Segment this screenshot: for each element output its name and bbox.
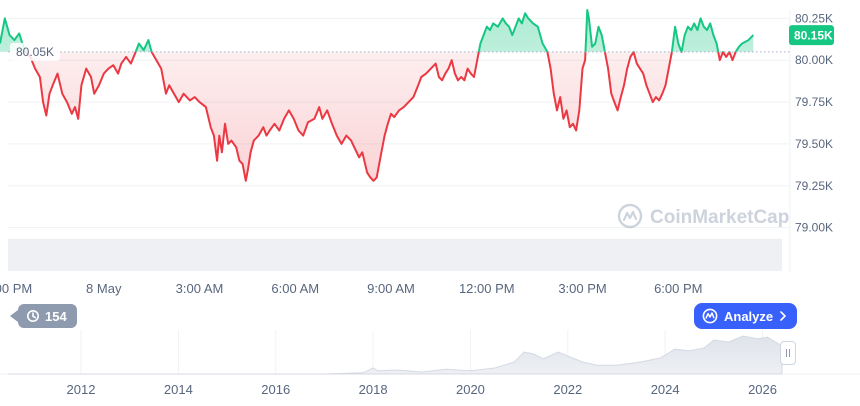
y-axis: 80.25K 80.00K 79.75K 79.50K 79.25K 79.00K — [795, 11, 833, 234]
navigator-tick-label: 2022 — [553, 382, 582, 397]
y-tick-label: 79.75K — [795, 95, 833, 109]
analyze-button[interactable]: Analyze — [694, 303, 798, 329]
navigator-area — [8, 335, 783, 375]
chevron-right-icon — [780, 311, 787, 321]
area-above-baseline — [0, 10, 754, 52]
x-tick-label: 3:00 PM — [558, 281, 606, 296]
area-below-baseline — [0, 51, 754, 181]
price-area — [0, 10, 754, 181]
x-tick-label: 6:00 PM — [654, 281, 702, 296]
coinmarketcap-logo-icon — [617, 203, 643, 229]
watermark-text: CoinMarketCap — [650, 207, 789, 228]
navigator-tick-label: 2016 — [261, 382, 290, 397]
navigator-handle[interactable] — [780, 341, 796, 365]
volume-bars — [8, 238, 782, 271]
y-tick-label: 80.00K — [795, 53, 833, 67]
navigator-tick-label: 2018 — [359, 382, 388, 397]
x-tick-label: 9:00 PM — [0, 281, 32, 296]
current-price-label: 80.15K — [794, 29, 833, 43]
x-axis: 9:00 PM 8 May 3:00 AM 6:00 AM 9:00 AM 12:00 P… — [0, 281, 702, 296]
y-tick-label: 80.25K — [795, 11, 833, 25]
volume-area — [8, 238, 782, 271]
current-price-badge — [789, 25, 834, 46]
navigator[interactable]: 2012 2014 2016 2018 2020 2022 2024 2026 — [0, 330, 860, 397]
price-line — [0, 9, 755, 182]
line-below-baseline — [24, 51, 737, 182]
y-tick-label: 79.50K — [795, 137, 833, 151]
navigator-tick-label: 2020 — [456, 382, 485, 397]
coinmarketcap-watermark: CoinMarketCap — [617, 203, 789, 229]
history-count: 154 — [45, 308, 67, 324]
x-tick-label: 9:00 AM — [367, 281, 415, 296]
x-tick-label: 8 May — [86, 281, 122, 296]
x-tick-label: 3:00 AM — [176, 281, 224, 296]
y-tick-label: 79.00K — [795, 221, 833, 235]
navigator-tick-label: 2024 — [651, 382, 680, 397]
navigator-tick-label: 2014 — [164, 382, 193, 397]
navigator-tick-label: 2026 — [748, 382, 777, 397]
baseline: 80.05K 80.15K — [8, 25, 834, 61]
history-button[interactable]: 154 — [10, 304, 77, 328]
line-above-baseline — [0, 9, 755, 52]
baseline-label-bg — [10, 42, 60, 61]
x-tick-label: 12:00 PM — [459, 281, 515, 296]
baseline-label: 80.05K — [16, 45, 54, 59]
y-tick-label: 79.25K — [795, 179, 833, 193]
navigator-tick-label: 2012 — [67, 382, 96, 397]
x-tick-label: 6:00 AM — [271, 281, 319, 296]
analyze-label: Analyze — [724, 308, 774, 324]
analyze-logo-icon — [702, 308, 718, 324]
history-icon — [27, 310, 39, 322]
